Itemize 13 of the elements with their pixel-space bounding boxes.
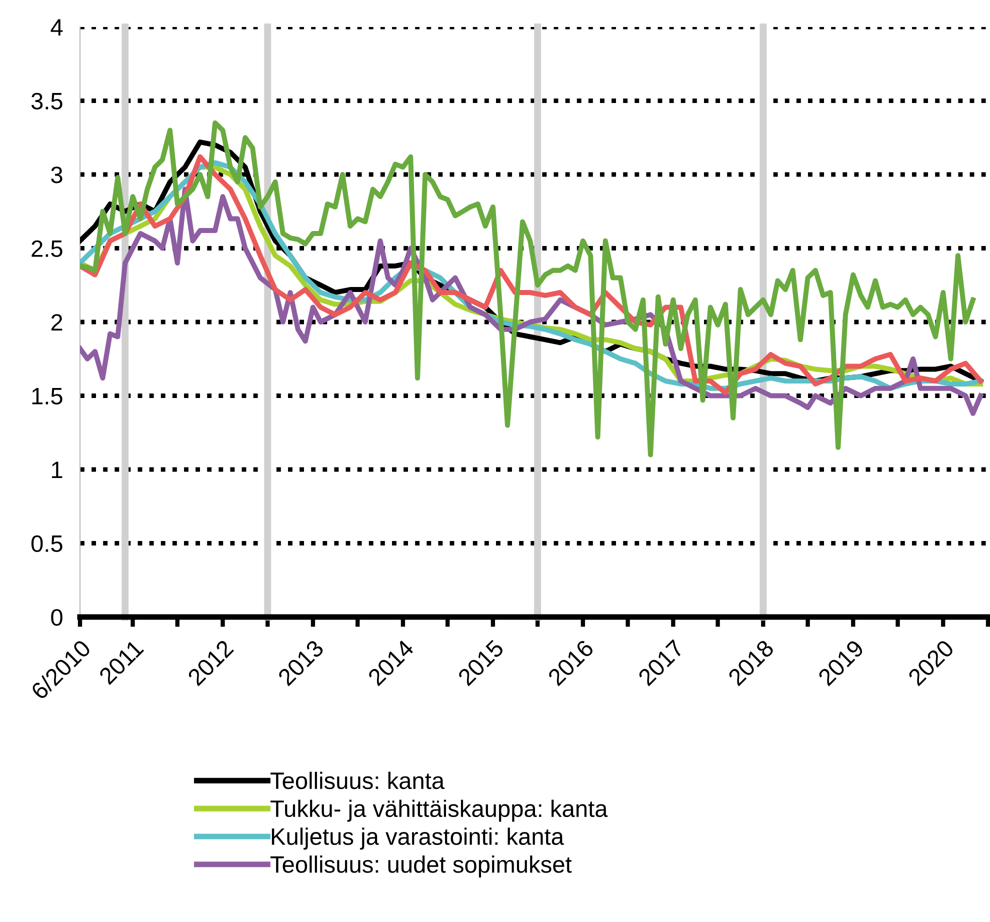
y-tick-label: 3.5	[31, 92, 62, 110]
y-tick-label: 0	[51, 609, 62, 626]
legend-label: Kuljetus ja varastointi: kanta	[272, 828, 564, 850]
y-tick-label: 2.5	[32, 240, 62, 258]
y-tick-label: 1	[52, 462, 62, 478]
legend-label: Teollisuus: uudet sopimukset	[270, 856, 572, 878]
y-tick-label: 2	[51, 314, 62, 331]
y-tick-label: 0.5	[31, 535, 62, 552]
y-tick-label: 1.5	[32, 388, 62, 405]
y-tick-label: 3	[51, 166, 62, 184]
y-tick-label: 4	[50, 19, 63, 36]
legend-label: Tukku- ja vähittäiskauppa: kanta	[270, 800, 608, 822]
legend-label: Teollisuus: kanta	[270, 772, 445, 790]
